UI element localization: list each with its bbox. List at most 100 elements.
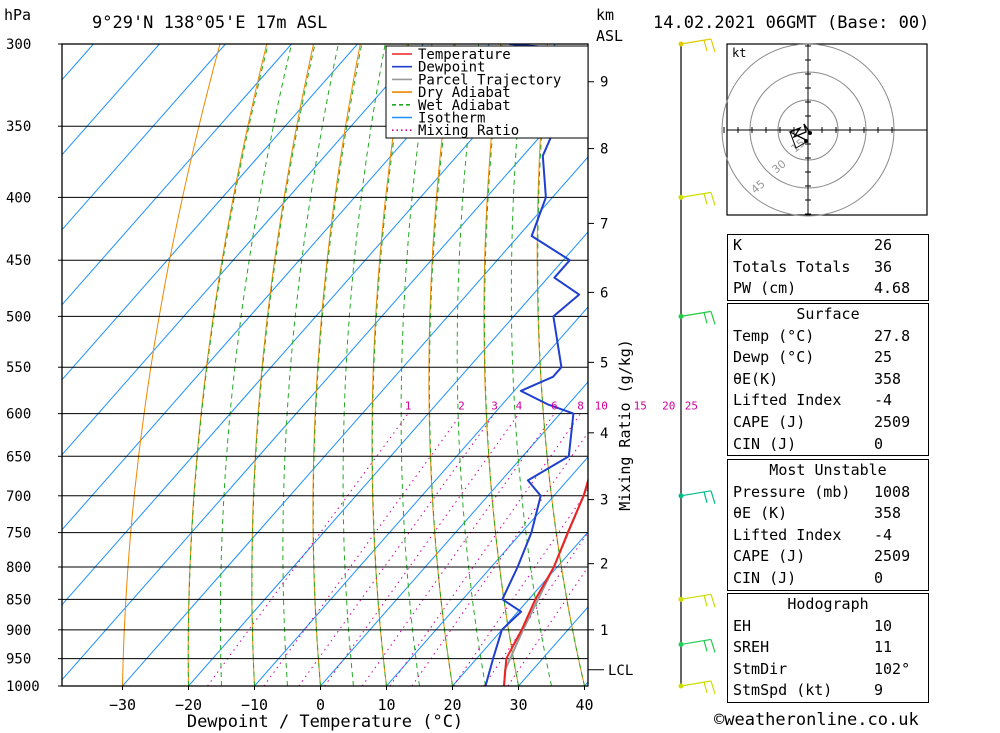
- pressure-tick-label: 500: [6, 309, 31, 325]
- wet-adiabat-line: [371, 44, 410, 686]
- mixing-ratio-line: [452, 488, 588, 686]
- km-tick-label: 9: [600, 75, 608, 91]
- parcel-trajectory-line: [503, 482, 588, 686]
- pressure-tick-label: 550: [6, 360, 31, 376]
- wet-adiabat-line: [282, 44, 339, 686]
- pressure-tick-label: 350: [6, 119, 31, 135]
- temperature-tick-label: −10: [241, 696, 268, 714]
- most-unstable-row: θE (K) 358: [733, 504, 902, 523]
- mixing-ratio-label: 15: [634, 400, 647, 413]
- dry-adiabat-line: [122, 44, 221, 686]
- isotherm-line: [62, 44, 160, 156]
- temperature-tick-label: 10: [377, 696, 395, 714]
- legend-label: Isotherm: [418, 111, 485, 127]
- wind-barb-flag: [710, 38, 716, 53]
- lcl-label: LCL: [608, 663, 633, 679]
- pressure-tick-label: 1000: [6, 679, 40, 695]
- surface-row: Temp (°C) 27.8: [733, 326, 911, 345]
- mixing-ratio-line: [411, 431, 588, 686]
- legend-label: Wet Adiabat: [418, 98, 511, 114]
- pressure-tick-label: 900: [6, 623, 31, 639]
- wind-barb-flag: [710, 490, 716, 504]
- wet-adiabat-line: [456, 44, 486, 686]
- mixing-ratio-line: [324, 413, 520, 686]
- credit-text: ©weatheronline.co.uk: [714, 710, 919, 730]
- legend-label: Dry Adiabat: [418, 85, 511, 101]
- most-unstable-row: Pressure (mb) 1008: [733, 482, 911, 501]
- km-unit-label: km: [596, 6, 614, 24]
- surface-row: CIN (J) 0: [733, 434, 884, 453]
- wet-adiabat-line: [428, 44, 456, 686]
- hodograph-unit-label: kt: [732, 46, 746, 60]
- dry-adiabat-line: [639, 44, 717, 686]
- pressure-tick-label: 700: [6, 489, 31, 505]
- mixing-ratio-line: [298, 413, 495, 686]
- mixing-ratio-label: 2: [458, 400, 465, 413]
- km-tick-label: 2: [600, 557, 608, 573]
- legend-label: Parcel Trajectory: [418, 72, 561, 88]
- mixing-ratio-labels: 1 2 3 4 6 8 10 15 20 25: [405, 400, 698, 413]
- mixing-ratio-label: 3: [491, 400, 498, 413]
- hodograph-row: StmDir 102°: [733, 659, 911, 678]
- wet-adiabat-line: [400, 44, 433, 686]
- hodograph-row: SREH 11: [733, 638, 893, 657]
- pressure-tick-label: 450: [6, 253, 31, 269]
- dry-adiabat-line: [483, 44, 519, 686]
- legend-label: Mixing Ratio: [418, 123, 519, 139]
- legend-label: Temperature: [418, 47, 511, 63]
- wind-barb-flag: [710, 594, 716, 608]
- mixing-ratio-label: 25: [685, 400, 698, 413]
- hodograph-mean-point: [808, 131, 812, 135]
- pressure-tick-label: 950: [6, 652, 31, 668]
- isotherm-line: [254, 306, 588, 686]
- surface-row: Lifted Index -4: [733, 391, 893, 410]
- wind-barb-flag: [703, 640, 708, 652]
- temperature-tick-label: −30: [109, 696, 136, 714]
- wind-barb-flag: [703, 595, 708, 607]
- mixing-ratio-label: 4: [516, 400, 523, 413]
- mixing-ratio-label: 20: [662, 400, 675, 413]
- mixing-ratio-line: [207, 413, 409, 686]
- km-tick-label: 4: [600, 426, 608, 442]
- hpa-unit-label: hPa: [4, 6, 31, 24]
- mixing-ratio-label: 6: [551, 400, 558, 413]
- km-tick-label: 7: [600, 216, 608, 232]
- asl-unit-label: ASL: [596, 27, 623, 45]
- wind-barbs: [678, 38, 716, 695]
- pressure-tick-label: 850: [6, 592, 31, 608]
- wind-barb-shaft: [680, 191, 712, 198]
- isotherm-line: [320, 381, 588, 686]
- wet-adiabat-line: [484, 44, 519, 686]
- sounding-profiles: [484, 44, 588, 686]
- mixing-ratio-line: [361, 413, 555, 686]
- dry-adiabat-line: [187, 44, 268, 686]
- pressure-tick-label: 650: [6, 449, 31, 465]
- isotherm-line: [188, 231, 588, 686]
- wind-barb-flag: [703, 491, 708, 503]
- mixing-ratio-lines: [207, 413, 588, 686]
- most-unstable-row: CIN (J) 0: [733, 568, 884, 587]
- index-row-totals: Totals Totals 36: [733, 257, 893, 276]
- wet-adiabat-line: [312, 44, 363, 686]
- index-row-k: K 26: [733, 236, 893, 254]
- temperature-profile-line: [503, 477, 588, 686]
- isotherm-line: [62, 44, 358, 381]
- mixing-ratio-label: 10: [595, 400, 608, 413]
- wind-barb-shaft: [680, 38, 712, 45]
- x-axis-label: Dewpoint / Temperature (°C): [187, 712, 463, 732]
- wind-barb-shaft: [680, 638, 712, 646]
- temperature-tick-label: 20: [443, 696, 461, 714]
- surface-row: θE(K) 358: [733, 369, 902, 388]
- isotherm-line: [62, 44, 556, 606]
- dry-adiabat-line: [371, 44, 408, 686]
- hodograph-storm-motion: [789, 131, 809, 149]
- dry-adiabat-line: [251, 44, 314, 686]
- temperature-tick-label: 40: [575, 696, 593, 714]
- temperature-tick-label: 30: [509, 696, 527, 714]
- general-indices-panel: K 26 Totals Totals 36 PW (cm) 4.68: [727, 234, 929, 301]
- wind-barb-flag: [703, 681, 708, 694]
- isotherm-line: [62, 44, 292, 306]
